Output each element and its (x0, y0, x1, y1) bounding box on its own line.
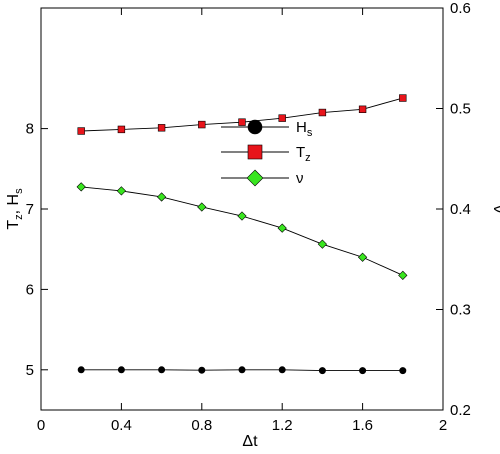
data-point-0 (198, 366, 206, 374)
series-line-1 (81, 97, 403, 132)
legend-label: ν (296, 170, 304, 187)
y-left-tick-label: 6 (26, 281, 34, 298)
y-right-tick-label: 0.4 (450, 201, 471, 218)
x-axis-title: Δt (242, 433, 258, 450)
data-point-2 (197, 202, 207, 212)
data-point-2 (357, 252, 368, 262)
data-point-2 (116, 186, 127, 196)
data-point-0 (117, 366, 125, 374)
data-point-1 (157, 124, 166, 132)
data-point-1 (358, 105, 367, 114)
data-point-1 (238, 118, 246, 126)
data-point-1 (77, 127, 85, 135)
ticks: 0 0.4 0.8 1.2 1.6 2 5 6 7 8 0.2 0.3 0.4 0.5 0.6 (26, 0, 471, 434)
data-point-1 (399, 94, 407, 102)
data-point-2 (317, 239, 328, 249)
y-axis-left-title: Tz, Hs (5, 188, 25, 230)
data-point-0 (278, 366, 286, 374)
data-point-0 (318, 367, 326, 375)
data-point-1 (117, 125, 126, 134)
x-tick-label: 0.8 (191, 417, 212, 434)
data-point-2 (156, 192, 167, 202)
data-point-1 (318, 108, 327, 117)
data-point-2 (398, 270, 408, 280)
data-point-0 (399, 367, 407, 375)
data-point-1 (198, 120, 206, 129)
series-markers (76, 94, 408, 375)
legend-label: Tz (296, 144, 311, 164)
plot-frame (40, 7, 444, 411)
data-point-2 (277, 223, 287, 233)
y-axis-right-title: ν (490, 205, 500, 213)
data-point-2 (237, 211, 247, 221)
y-right-tick-label: 0.2 (450, 402, 471, 419)
legend-marker (247, 119, 263, 135)
y-left-tick-label: 5 (26, 362, 34, 379)
data-point-0 (158, 366, 166, 374)
y-right-tick-label: 0.6 (450, 0, 471, 17)
data-point-1 (278, 114, 286, 122)
legend: Hs Tz ν (221, 119, 313, 187)
x-tick-label: 1.2 (272, 417, 293, 434)
y-left-tick-label: 7 (26, 201, 34, 218)
x-tick-label: 0.4 (111, 417, 132, 434)
y-right-tick-label: 0.3 (450, 302, 471, 319)
data-point-2 (76, 182, 86, 192)
data-point-0 (359, 367, 367, 375)
x-tick-label: 1.6 (352, 417, 373, 434)
series-line-2 (81, 186, 403, 276)
series-lines (81, 97, 403, 372)
data-point-0 (77, 366, 85, 374)
legend-marker (247, 144, 263, 160)
x-tick-label: 2 (439, 417, 447, 434)
legend-label: Hs (296, 119, 313, 139)
data-point-0 (238, 366, 246, 374)
y-right-tick-label: 0.5 (450, 101, 471, 118)
x-tick-label: 0 (37, 417, 45, 434)
legend-marker (246, 169, 264, 187)
y-left-tick-label: 8 (26, 121, 34, 138)
